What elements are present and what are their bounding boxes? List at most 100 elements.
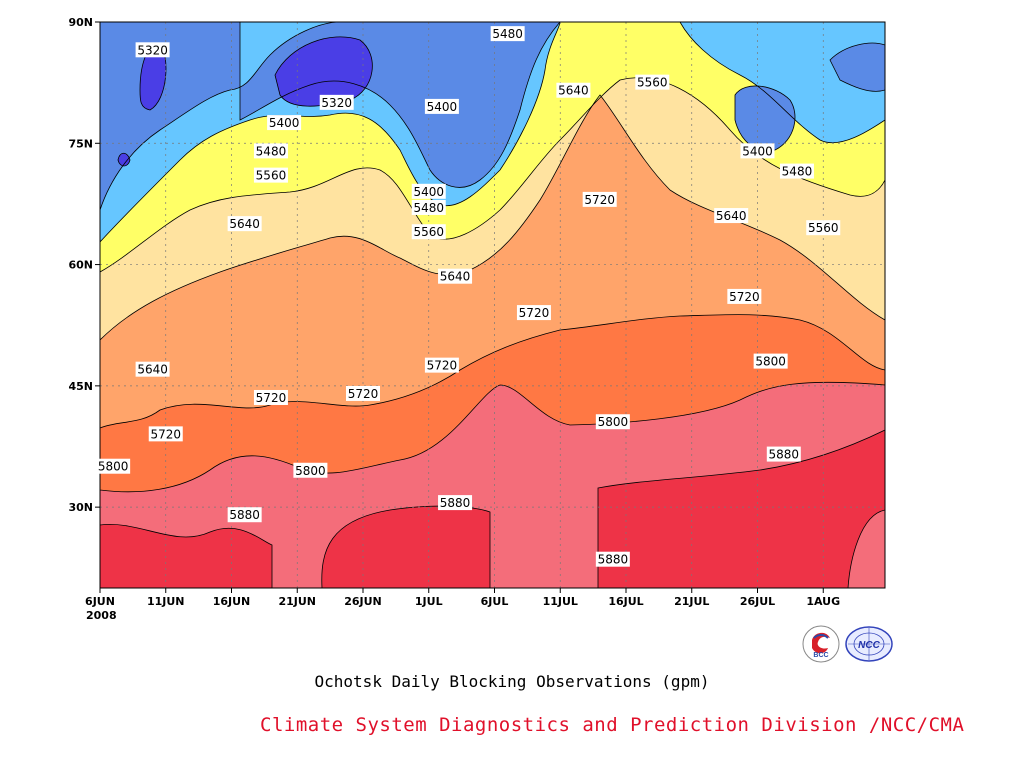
x-tick-label: 1AUG [806,595,840,608]
contour-label: 5720 [346,385,380,401]
contour-label: 5480 [253,143,288,159]
contour-label: 5320 [319,94,354,110]
contour-label: 5720 [582,191,617,207]
contour-label-text: 5800 [755,355,786,369]
contour-label: 5720 [424,357,459,373]
contour-label: 5800 [595,414,630,430]
x-tick-label: 26JUN [344,595,382,608]
x-tick-label: 1JUL [415,595,443,608]
contour-label: 5800 [293,462,328,478]
bcc-logo: BCC [800,624,842,668]
contour-line [100,22,885,493]
contour-label-text: 5400 [413,185,444,199]
contour-label: 5880 [227,507,262,523]
contour-label: 5720 [148,426,183,442]
contour-label: 5640 [227,216,262,232]
contour-label-text: 5560 [637,76,668,90]
contour-label-text: 5400 [269,116,300,130]
contour-label-text: 5720 [348,387,379,401]
credit-line: Climate System Diagnostics and Predictio… [260,714,965,736]
contour-label-text: 5800 [295,464,326,478]
x-tick-label: 11JUN [147,595,185,608]
contour-label-text: 5320 [321,96,352,110]
contour-label-text: 5880 [229,508,260,522]
contour-label: 5560 [635,74,670,90]
contour-label: 5720 [253,389,288,405]
bcc-logo-text: BCC [813,652,828,659]
y-tick-label: 90N [68,16,93,29]
grid-lines [100,22,885,588]
x-axis-year: 2008 [86,609,117,622]
x-tick-label: 26JUL [740,595,775,608]
contour-label: 5560 [806,220,841,236]
contour-label: 5880 [595,551,630,567]
contour-label: 5560 [253,167,288,183]
contour-label-text: 5640 [716,209,747,223]
contour-label-text: 5720 [584,193,615,207]
x-tick-label: 21JUN [278,595,316,608]
contour-label: 5480 [490,26,525,42]
contour-label-text: 5560 [413,225,444,239]
contour-labels: 5320 5320 5400 5400 5400 5400 5480 5480 5480 5480… [96,26,841,567]
contour-label-text: 5800 [98,460,129,474]
contour-line [100,429,885,588]
contour-label: 5880 [438,495,473,511]
contour-label: 5800 [96,458,131,474]
contour-label-text: 5720 [729,290,760,304]
y-tick-label: 75N [68,137,93,150]
x-tick-label: 11JUL [543,595,578,608]
contour-label: 5800 [753,353,788,369]
contour-label-text: 5720 [427,359,458,373]
contour-label: 5640 [438,268,473,284]
contour-lines [100,22,885,588]
contour-label: 5400 [740,143,775,159]
contour-label: 5320 [135,42,170,58]
ncc-logo: NCC [844,624,894,668]
plot-frame [99,21,886,589]
contour-label-text: 5880 [598,553,629,567]
ncc-logo-text: NCC [858,640,880,651]
y-tick-label: 45N [68,380,93,393]
band-below-5320 [118,36,373,166]
contour-label-text: 5880 [440,496,471,510]
contour-label: 5640 [556,82,591,98]
band-5800 [100,430,885,588]
y-axis: 30N 45N 60N 75N 90N [68,16,100,514]
contour-label: 5400 [267,115,302,131]
contour-line [100,22,885,341]
contour-line [100,22,885,211]
contour-label-text: 5640 [229,217,260,231]
contour-label-text: 5640 [440,270,471,284]
contour-label: 5480 [411,199,446,215]
contour-label: 5400 [411,183,446,199]
contour-line [100,22,885,243]
contour-label-text: 5400 [742,144,773,158]
contour-label: 5880 [766,446,801,462]
contour-label-text: 5480 [413,201,444,215]
contour-label-text: 5560 [256,169,287,183]
contour-line [100,22,885,273]
contour-label-text: 5560 [808,221,839,235]
contour-label-text: 5400 [427,100,458,114]
x-tick-label: 16JUL [608,595,643,608]
contour-label: 5720 [727,288,762,304]
contour-label-text: 5720 [256,391,287,405]
contour-label-text: 5320 [137,43,168,57]
x-tick-label: 6JUN [85,595,115,608]
contour-label: 5400 [424,98,459,114]
x-axis: 6JUN 11JUN 16JUN 21JUN 26JUN 1JUL 6JUL 11JUL 16J… [85,588,840,608]
y-tick-label: 60N [68,259,93,272]
contour-label: 5560 [411,224,446,240]
contour-label-text: 5880 [769,448,800,462]
x-tick-label: 6JUL [481,595,509,608]
chart-subtitle: Ochotsk Daily Blocking Observations (gpm… [314,672,710,691]
contour-label-text: 5480 [256,144,287,158]
contour-label-text: 5480 [782,165,813,179]
x-tick-label: 16JUN [213,595,251,608]
contour-label-text: 5800 [598,415,629,429]
contour-label-text: 5720 [150,427,181,441]
x-tick-label: 21JUL [674,595,709,608]
contour-label: 5720 [516,305,551,321]
contour-label: 5640 [714,208,749,224]
